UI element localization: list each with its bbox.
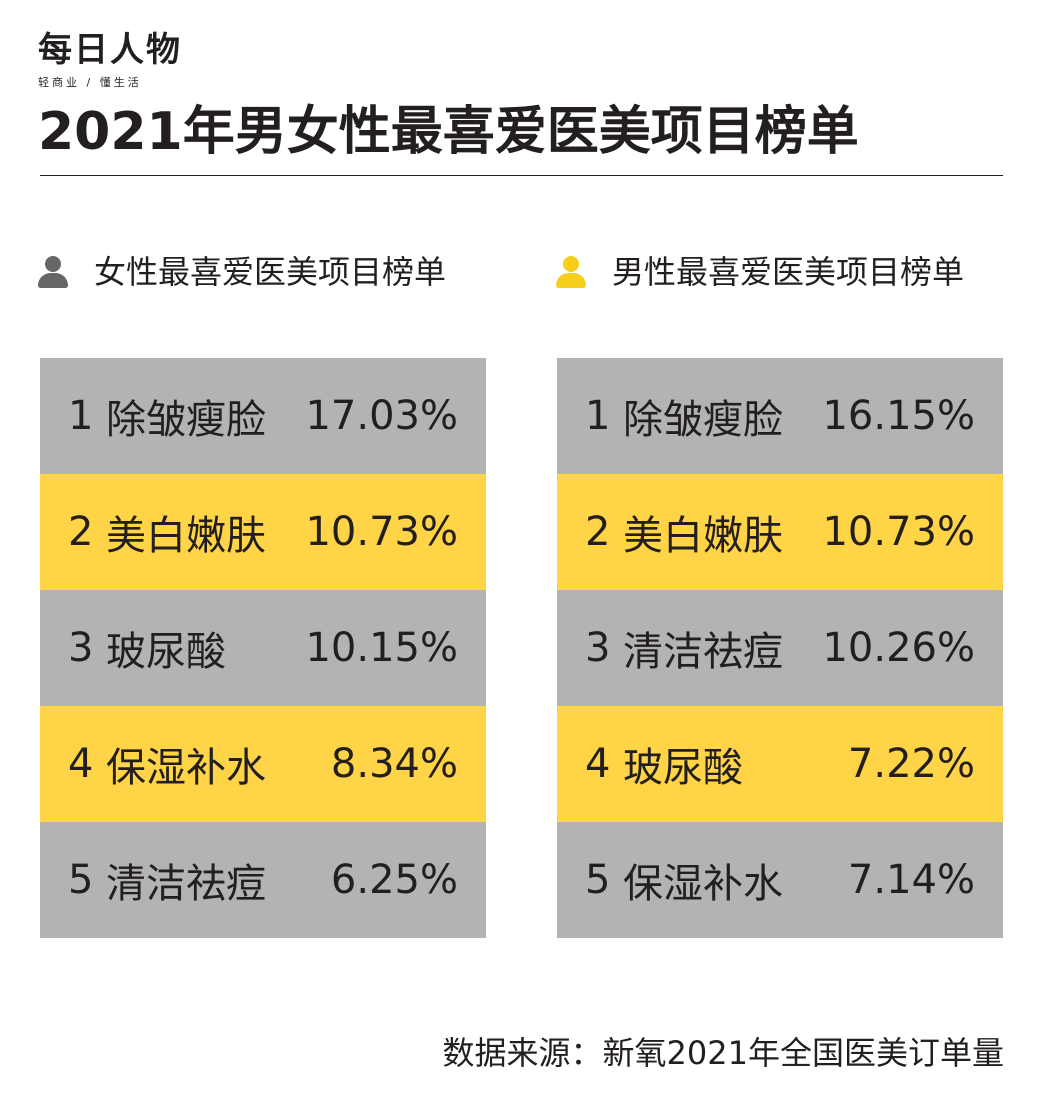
female-rank-item: 清洁祛痘	[106, 861, 266, 907]
female-person-icon-body	[38, 273, 68, 288]
male-rank-number: 4	[585, 741, 611, 787]
brand-logo: 每日人物 轻商业 / 懂生活	[38, 30, 182, 90]
male-rank-item: 玻尿酸	[623, 745, 743, 791]
male-rank-row: 1 除皱瘦脸 16.15%	[557, 358, 1003, 474]
male-rank-row: 2 美白嫩肤 10.73%	[557, 474, 1003, 590]
female-person-icon-head	[45, 256, 61, 272]
female-rank-value: 6.25%	[330, 857, 458, 903]
male-rank-item: 保湿补水	[623, 861, 783, 907]
female-rank-row: 3 玻尿酸 10.15%	[40, 590, 486, 706]
male-person-icon-body	[556, 273, 586, 288]
male-rank-row: 5 保湿补水 7.14%	[557, 822, 1003, 938]
female-rank-item: 除皱瘦脸	[106, 397, 266, 443]
female-heading-text: 女性最喜爱医美项目榜单	[94, 253, 447, 291]
female-ranking-table: 1 除皱瘦脸 17.03% 2 美白嫩肤 10.73% 3 玻尿酸 10.15% 4 保湿补水 8.3…	[40, 358, 486, 938]
page-title: 2021年男女性最喜爱医美项目榜单	[38, 102, 859, 162]
male-rank-item: 清洁祛痘	[623, 629, 783, 675]
male-rank-number: 5	[585, 857, 611, 903]
female-rank-value: 8.34%	[330, 741, 458, 787]
brand-tagline: 轻商业 / 懂生活	[38, 76, 142, 89]
female-rank-row: 4 保湿补水 8.34%	[40, 706, 486, 822]
male-rank-value: 7.22%	[847, 741, 975, 787]
male-rank-value: 10.73%	[822, 509, 975, 555]
title-divider	[40, 175, 1003, 176]
male-person-icon-head	[563, 256, 579, 272]
male-rank-value: 10.26%	[822, 625, 975, 671]
female-rank-value: 10.15%	[305, 625, 458, 671]
female-rank-number: 5	[68, 857, 94, 903]
female-rank-row: 1 除皱瘦脸 17.03%	[40, 358, 486, 474]
male-heading: 男性最喜爱医美项目榜单	[556, 248, 964, 296]
female-rank-number: 1	[68, 393, 94, 439]
male-rank-value: 16.15%	[822, 393, 975, 439]
female-heading: 女性最喜爱医美项目榜单	[38, 248, 446, 296]
male-ranking-table: 1 除皱瘦脸 16.15% 2 美白嫩肤 10.73% 3 清洁祛痘 10.26% 4 玻尿酸 7.2…	[557, 358, 1003, 938]
male-rank-item: 美白嫩肤	[623, 513, 783, 559]
female-person-icon	[38, 256, 68, 288]
female-rank-value: 10.73%	[305, 509, 458, 555]
male-rank-number: 2	[585, 509, 611, 555]
female-rank-item: 美白嫩肤	[106, 513, 266, 559]
data-source: 数据来源：新氧2021年全国医美订单量	[442, 1034, 1004, 1072]
female-rank-value: 17.03%	[305, 393, 458, 439]
female-rank-item: 玻尿酸	[106, 629, 226, 675]
female-rank-item: 保湿补水	[106, 745, 266, 791]
female-rank-number: 2	[68, 509, 94, 555]
female-rank-number: 4	[68, 741, 94, 787]
male-rank-item: 除皱瘦脸	[623, 397, 783, 443]
female-rank-row: 2 美白嫩肤 10.73%	[40, 474, 486, 590]
male-person-icon	[556, 256, 586, 288]
male-rank-row: 4 玻尿酸 7.22%	[557, 706, 1003, 822]
female-rank-row: 5 清洁祛痘 6.25%	[40, 822, 486, 938]
male-rank-value: 7.14%	[847, 857, 975, 903]
female-rank-number: 3	[68, 625, 94, 671]
male-heading-text: 男性最喜爱医美项目榜单	[612, 253, 965, 291]
male-rank-row: 3 清洁祛痘 10.26%	[557, 590, 1003, 706]
male-rank-number: 1	[585, 393, 611, 439]
brand-name: 每日人物	[38, 30, 182, 70]
male-rank-number: 3	[585, 625, 611, 671]
